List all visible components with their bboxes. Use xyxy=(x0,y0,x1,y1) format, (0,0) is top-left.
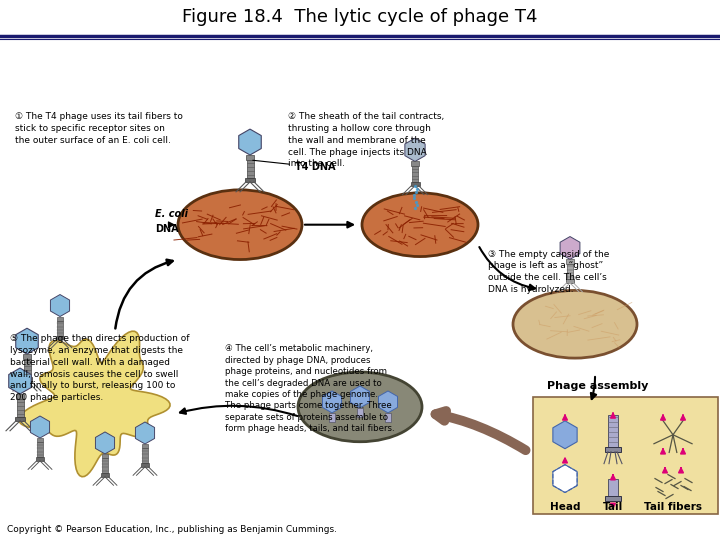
Polygon shape xyxy=(96,432,114,454)
Text: T4 DNA: T4 DNA xyxy=(253,160,336,172)
FancyBboxPatch shape xyxy=(533,397,718,515)
Bar xyxy=(608,415,618,447)
Polygon shape xyxy=(16,394,24,399)
Text: Head: Head xyxy=(550,502,580,512)
Polygon shape xyxy=(351,386,369,408)
Ellipse shape xyxy=(362,193,478,256)
Polygon shape xyxy=(37,442,43,457)
Polygon shape xyxy=(553,421,577,449)
Polygon shape xyxy=(102,458,108,474)
Polygon shape xyxy=(140,463,149,467)
Text: E. coli: E. coli xyxy=(155,209,188,219)
Polygon shape xyxy=(50,294,70,316)
Ellipse shape xyxy=(298,372,422,442)
Polygon shape xyxy=(405,138,425,161)
Text: Phage assembly: Phage assembly xyxy=(547,381,649,391)
Polygon shape xyxy=(239,129,261,155)
Polygon shape xyxy=(142,448,148,463)
Polygon shape xyxy=(24,359,30,377)
Bar xyxy=(357,408,363,417)
Text: ④ The cell’s metabolic machinery,
directed by phage DNA, produces
phage proteins: ④ The cell’s metabolic machinery, direct… xyxy=(225,344,395,433)
Text: Copyright © Pearson Education, Inc., publishing as Benjamin Cummings.: Copyright © Pearson Education, Inc., pub… xyxy=(7,525,337,534)
Bar xyxy=(329,413,335,422)
Bar xyxy=(605,496,621,502)
Polygon shape xyxy=(23,354,31,359)
Polygon shape xyxy=(30,416,50,438)
Bar xyxy=(608,478,618,496)
Text: ① The T4 phage uses its tail fibers to
stick to specific receptor sites on
the o: ① The T4 phage uses its tail fibers to s… xyxy=(15,112,183,145)
Polygon shape xyxy=(57,321,63,336)
Text: DNA: DNA xyxy=(155,224,179,234)
Ellipse shape xyxy=(178,190,302,260)
Polygon shape xyxy=(9,368,31,394)
Polygon shape xyxy=(566,280,575,283)
Polygon shape xyxy=(412,166,418,182)
Polygon shape xyxy=(102,454,109,458)
Polygon shape xyxy=(55,336,64,339)
Polygon shape xyxy=(22,377,32,381)
Polygon shape xyxy=(411,161,418,166)
Polygon shape xyxy=(17,399,24,417)
Polygon shape xyxy=(135,422,155,444)
Ellipse shape xyxy=(513,291,637,358)
Polygon shape xyxy=(245,178,255,182)
Polygon shape xyxy=(560,237,580,259)
Polygon shape xyxy=(15,417,25,421)
Polygon shape xyxy=(553,464,577,492)
Polygon shape xyxy=(101,474,109,477)
Text: Tail fibers: Tail fibers xyxy=(644,502,702,512)
Bar xyxy=(385,413,391,422)
Polygon shape xyxy=(36,457,44,461)
Polygon shape xyxy=(410,182,420,186)
Polygon shape xyxy=(567,264,573,280)
Polygon shape xyxy=(142,444,148,448)
Text: Figure 18.4  The lytic cycle of phage T4: Figure 18.4 The lytic cycle of phage T4 xyxy=(182,8,538,26)
Bar xyxy=(605,447,621,451)
Polygon shape xyxy=(37,438,43,442)
Polygon shape xyxy=(57,316,63,321)
Polygon shape xyxy=(567,259,574,264)
Text: ⑤ The phage then directs production of
lysozyme, an enzyme that digests the
bact: ⑤ The phage then directs production of l… xyxy=(10,334,189,402)
Polygon shape xyxy=(16,328,38,354)
Polygon shape xyxy=(19,331,170,477)
Text: ② The sheath of the tail contracts,
thrusting a hollow core through
the wall and: ② The sheath of the tail contracts, thru… xyxy=(288,112,444,168)
Polygon shape xyxy=(246,160,253,178)
Text: ③ The empty capsid of the
phage is left as a “ghost”
outside the cell. The cell’: ③ The empty capsid of the phage is left … xyxy=(488,249,609,294)
Polygon shape xyxy=(379,391,397,413)
Polygon shape xyxy=(323,391,341,413)
Text: Tail: Tail xyxy=(603,502,623,512)
Polygon shape xyxy=(246,155,254,160)
